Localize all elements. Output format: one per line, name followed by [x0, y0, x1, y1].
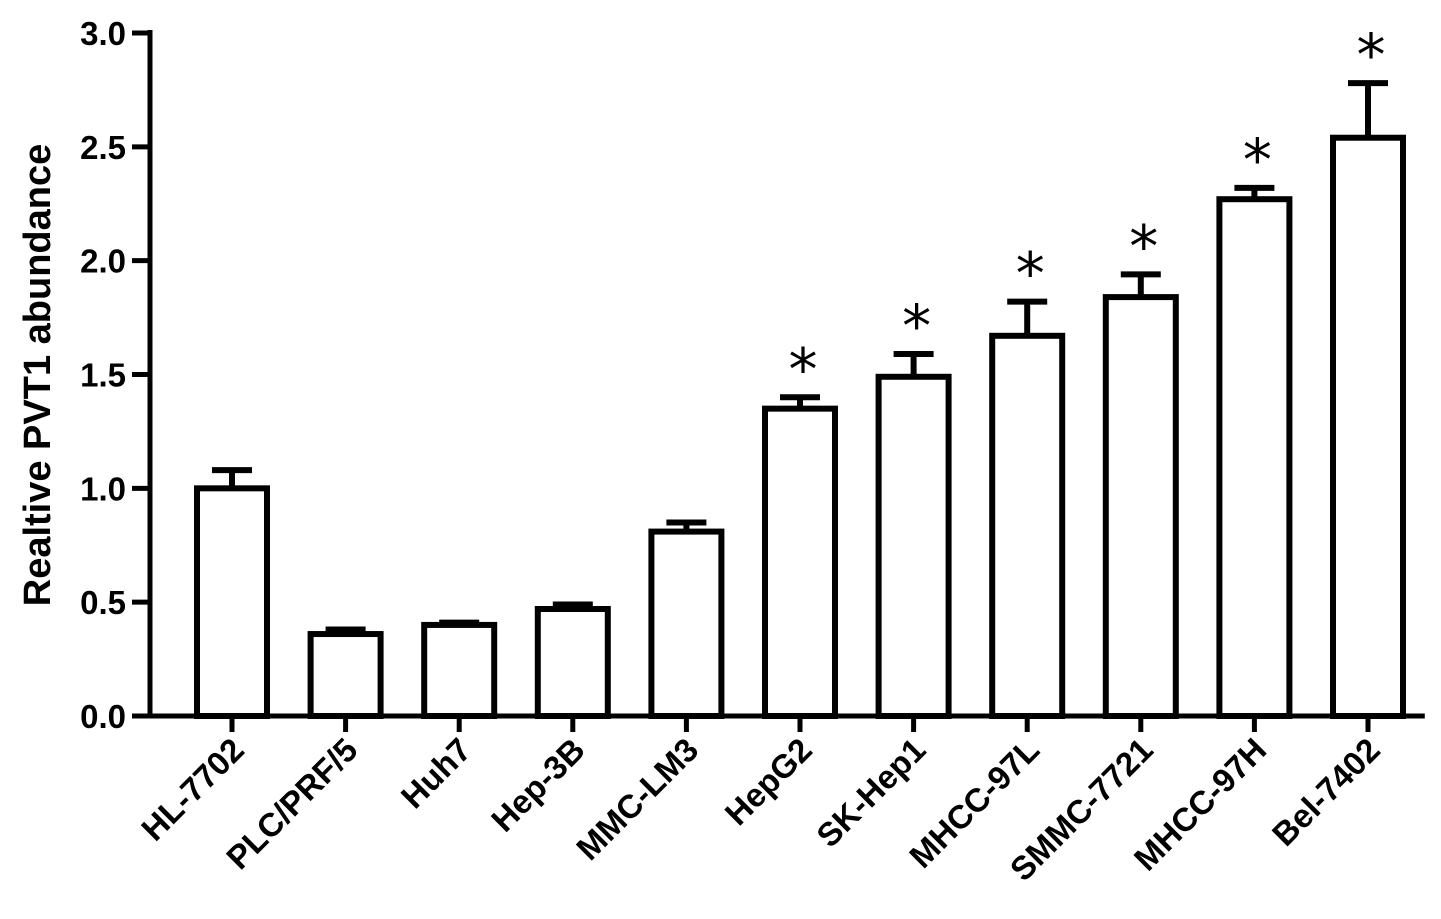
bar [762, 405, 838, 719]
y-tick-label: 3.0 [80, 15, 126, 52]
y-tick-label: 1.0 [80, 470, 126, 507]
x-tick-label: HL-7702 [134, 731, 251, 848]
significance-star: * [1243, 126, 1272, 194]
bar [534, 605, 611, 719]
error-bars-group [212, 80, 1388, 635]
significance-star: * [1129, 212, 1158, 280]
significance-star: * [1357, 21, 1386, 89]
bar [1216, 196, 1293, 720]
x-tick-label: MMC-LM3 [569, 731, 705, 867]
bars-group [194, 134, 1406, 720]
bar [194, 485, 270, 720]
x-tick-label: Bel-7402 [1265, 731, 1387, 853]
bar [421, 621, 498, 720]
y-tick-label: 1.5 [80, 357, 126, 394]
y-tick-label: 0.5 [80, 584, 126, 621]
y-axis-title: Realtive PVT1 abundance [17, 144, 59, 607]
significance-star: * [789, 335, 818, 403]
bar [1330, 134, 1406, 719]
bar [307, 631, 384, 719]
y-tick-label: 2.5 [80, 129, 126, 166]
y-axis: 0.0 0.5 1.0 1.5 2.0 2.5 3.0 [80, 15, 153, 735]
y-tick-label: 2.0 [80, 243, 126, 280]
significance-star: * [902, 292, 931, 360]
bar [1102, 294, 1179, 719]
significance-star: * [1016, 240, 1045, 308]
x-tick-label: HepG2 [718, 731, 819, 832]
y-tick-label: 0.0 [80, 698, 126, 735]
x-tick-label: Huh7 [394, 731, 478, 815]
significance-markers: * * * * * * [789, 21, 1386, 403]
bar [648, 528, 725, 720]
x-tick-label: Hep-3B [484, 731, 592, 839]
bar [875, 373, 952, 719]
bar [989, 332, 1066, 719]
